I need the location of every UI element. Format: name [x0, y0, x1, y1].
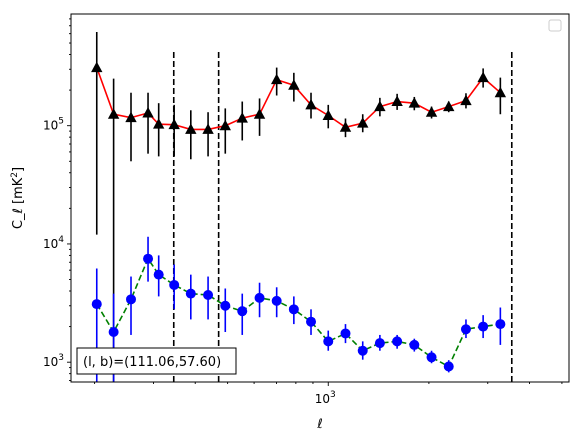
- series-0-point-9: [236, 112, 248, 123]
- series-1: [91, 236, 506, 382]
- y-axis-label-sup: 2: [10, 172, 20, 178]
- y-axis-label: C_ℓ [mK2]: [10, 167, 26, 229]
- y-tick-label-exp: 4: [58, 235, 64, 245]
- series-0-point-2: [125, 111, 137, 123]
- series-0-point-6: [185, 123, 197, 134]
- series-1-point-20: [426, 352, 437, 363]
- series-1-point-16: [357, 345, 368, 356]
- y-axis-label-main: C_ℓ [mK: [11, 177, 26, 229]
- series-1-point-3: [143, 253, 154, 264]
- series-1-point-9: [237, 306, 248, 317]
- data-series: [91, 31, 507, 382]
- series-1-point-21: [443, 361, 454, 372]
- series-0-point-8: [219, 119, 231, 131]
- series-1-point-12: [288, 304, 299, 315]
- series-1-point-6: [185, 288, 196, 299]
- series-0-point-24: [494, 86, 507, 98]
- series-1-point-2: [126, 294, 137, 305]
- series-0-point-16: [357, 117, 369, 128]
- series-0: [91, 31, 507, 382]
- y-tick-label-1: 104: [43, 235, 64, 251]
- series-1-point-5: [169, 279, 180, 290]
- series-0-point-22: [460, 94, 472, 106]
- series-0-point-14: [322, 109, 334, 120]
- y-tick-label-exp: 5: [58, 117, 64, 127]
- series-1-point-0: [91, 299, 102, 310]
- series-0-point-12: [288, 79, 300, 90]
- y-tick-label-exp: 3: [58, 353, 64, 363]
- y-tick-label-base: 10: [43, 355, 58, 369]
- axes-frame: [70, 13, 570, 383]
- annotation-frame: [76, 347, 237, 375]
- series-1-point-4: [153, 269, 164, 280]
- series-0-point-19: [408, 97, 421, 108]
- x-tick-label-exp: 3: [330, 390, 336, 400]
- annotation-text: (l, b)=(111.06,57.60): [83, 355, 221, 370]
- series-0-point-15: [339, 121, 352, 132]
- series-1-point-1: [108, 327, 119, 338]
- x-tick-label-0: 103: [315, 390, 336, 406]
- series-1-point-7: [203, 290, 214, 301]
- y-tick-label-0: 103: [43, 353, 64, 369]
- series-1-point-15: [340, 328, 351, 339]
- series-1-point-11: [271, 295, 282, 306]
- legend-frame: [548, 19, 562, 32]
- series-1-point-14: [323, 336, 334, 347]
- series-1-point-19: [409, 339, 420, 350]
- series-0-point-20: [425, 106, 438, 117]
- series-1-point-22: [460, 324, 471, 335]
- series-0-point-10: [253, 108, 266, 119]
- x-axis-label: ℓ: [316, 417, 322, 432]
- y-axis-label-end: ]: [11, 167, 26, 172]
- series-0-point-7: [202, 123, 214, 134]
- y-tick-label-base: 10: [43, 237, 58, 251]
- series-1-point-17: [374, 338, 385, 349]
- series-1-point-8: [220, 300, 231, 311]
- annotation-box: (l, b)=(111.06,57.60): [76, 347, 237, 375]
- series-0-point-18: [391, 95, 403, 107]
- series-0-point-13: [305, 98, 317, 110]
- series-0-point-3: [142, 107, 154, 118]
- series-0-point-17: [374, 100, 386, 112]
- series-1-point-10: [254, 292, 265, 303]
- series-1-point-13: [306, 316, 317, 327]
- y-tick-label-base: 10: [43, 119, 58, 133]
- series-1-point-24: [495, 319, 506, 330]
- series-0-point-23: [477, 71, 489, 83]
- series-0-point-11: [270, 73, 283, 85]
- y-tick-label-2: 105: [43, 117, 64, 133]
- series-0-point-4: [152, 118, 165, 129]
- series-1-point-23: [478, 321, 489, 332]
- series-0-point-0: [91, 61, 103, 73]
- series-0-point-21: [443, 100, 455, 112]
- series-1-point-18: [392, 336, 403, 347]
- series-0-point-1: [107, 108, 120, 119]
- series-0-point-5: [168, 118, 180, 130]
- x-tick-label-base: 10: [315, 392, 330, 406]
- legend: [548, 19, 562, 32]
